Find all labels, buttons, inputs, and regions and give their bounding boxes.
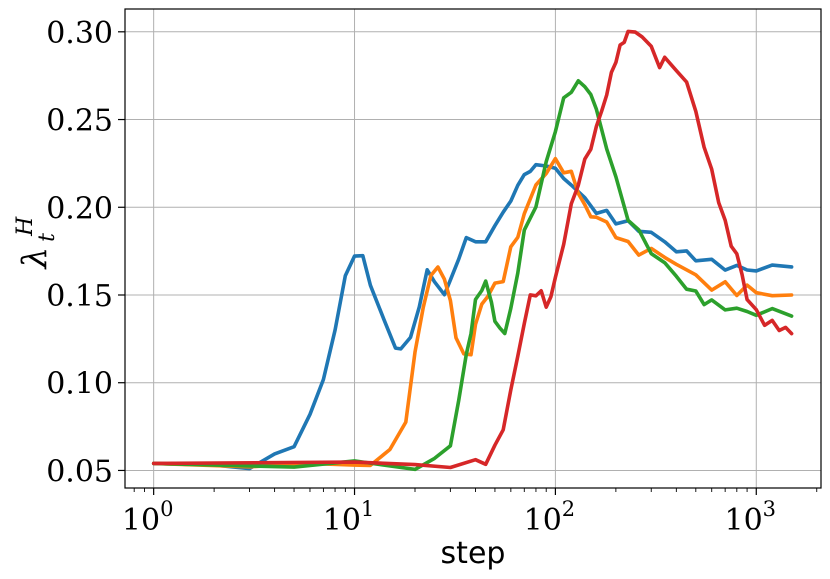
y-tick-label: 0.30 [46,16,113,51]
grid [125,9,821,488]
y-tick-label: 0.15 [46,279,113,314]
y-tick-label: 0.20 [46,191,113,226]
x-tick-label: 101 [323,497,375,538]
series-line-3 [151,79,794,472]
y-tick-label: 0.25 [46,104,113,139]
x-axis-label: step [441,536,506,571]
plot-frame [124,8,822,489]
x-tick-label: 102 [524,497,576,538]
y-axis-label-subscript: t [35,233,60,242]
series-line-4 [151,29,794,470]
x-tick-label: 103 [724,497,776,538]
axis-ticks: 100 101 102 103 0.05 0.10 0.15 0.20 0.25 0.30 [46,16,818,538]
series-group [151,29,794,472]
y-axis-label-main: λ [15,247,55,271]
y-tick-label: 0.10 [46,367,113,402]
y-tick-label: 0.05 [46,454,113,489]
y-axis-label: λ t H [13,216,60,271]
x-tick-label: 100 [122,497,174,538]
y-axis-label-superscript: H [13,216,38,237]
series-line-2 [151,156,794,469]
series-line-1 [151,162,794,471]
